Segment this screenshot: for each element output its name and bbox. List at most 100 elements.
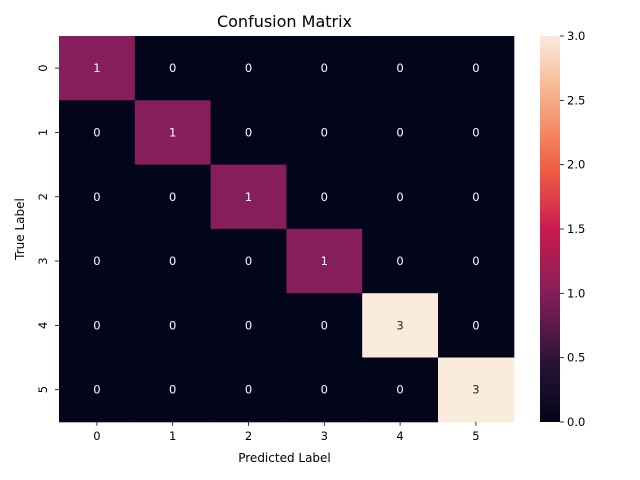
cell-label-2-1: 0 <box>169 190 176 204</box>
colorbar-tick-label-6: 3.0 <box>567 29 585 43</box>
cell-1-5 <box>438 100 515 166</box>
cell-label-4-0: 0 <box>93 318 100 332</box>
cell-label-5-5: 3 <box>472 383 479 397</box>
cell-2-1 <box>134 164 212 230</box>
cell-label-4-4: 3 <box>396 318 403 332</box>
x-tick-label-3: 3 <box>321 429 328 443</box>
colorbar-tick-label-2: 1.0 <box>567 286 585 300</box>
y-tick-label-3: 3 <box>36 257 50 264</box>
x-tick-label-1: 1 <box>169 429 176 443</box>
y-tick-label-4: 4 <box>36 322 50 329</box>
cell-label-2-0: 0 <box>93 190 100 204</box>
cell-label-1-4: 0 <box>396 125 403 139</box>
x-tick-label-0: 0 <box>93 429 100 443</box>
y-tick-label-2: 2 <box>36 193 50 200</box>
cell-label-2-4: 0 <box>396 190 403 204</box>
cell-label-4-5: 0 <box>472 318 479 332</box>
chart-title: Confusion Matrix <box>217 12 352 31</box>
cell-3-5 <box>438 228 515 294</box>
cell-2-0 <box>59 164 136 230</box>
cell-label-4-2: 0 <box>245 318 252 332</box>
cell-0-3 <box>286 36 363 101</box>
colorbar-tick-label-5: 2.5 <box>567 93 585 107</box>
cell-0-0 <box>59 36 136 101</box>
cell-0-4 <box>362 36 439 101</box>
cell-1-0 <box>59 100 136 166</box>
cell-4-0 <box>59 293 136 358</box>
x-tick-label-4: 4 <box>396 429 403 443</box>
cell-5-1 <box>134 357 212 423</box>
cell-label-5-3: 0 <box>321 383 328 397</box>
cell-label-3-5: 0 <box>472 254 479 268</box>
cell-label-1-5: 0 <box>472 125 479 139</box>
y-axis-ticks: 0 1 2 3 4 5 <box>36 64 59 393</box>
cell-5-3 <box>286 357 363 423</box>
cell-label-1-1: 1 <box>169 125 176 139</box>
cell-label-1-0: 0 <box>93 125 100 139</box>
cell-label-0-2: 0 <box>245 61 252 75</box>
cell-5-0 <box>59 357 136 423</box>
cell-label-2-5: 0 <box>472 190 479 204</box>
x-axis-label: Predicted Label <box>238 451 331 465</box>
colorbar-tick-label-0: 0.0 <box>567 415 585 429</box>
cell-1-2 <box>210 100 287 166</box>
cell-4-3 <box>286 293 363 358</box>
cell-4-4 <box>362 293 439 358</box>
cell-3-1 <box>134 228 212 294</box>
y-axis-label: True Label <box>13 198 27 261</box>
cell-2-2 <box>210 164 287 230</box>
cell-label-5-0: 0 <box>93 383 100 397</box>
cell-3-3 <box>286 228 363 294</box>
cell-5-5 <box>438 357 515 423</box>
cell-3-0 <box>59 228 136 294</box>
colorbar-tick-label-1: 0.5 <box>567 351 585 365</box>
cell-5-4 <box>362 357 439 423</box>
cell-0-1 <box>134 36 212 101</box>
cell-label-2-3: 0 <box>321 190 328 204</box>
cell-label-2-2: 1 <box>245 190 252 204</box>
y-tick-label-0: 0 <box>36 64 50 71</box>
colorbar-gradient <box>540 36 560 422</box>
cell-label-3-4: 0 <box>396 254 403 268</box>
cell-label-3-2: 0 <box>245 254 252 268</box>
y-tick-label-1: 1 <box>36 129 50 136</box>
colorbar-tick-label-3: 1.5 <box>567 222 585 236</box>
cell-2-4 <box>362 164 439 230</box>
cell-3-2 <box>210 228 287 294</box>
cell-label-0-0: 1 <box>93 61 100 75</box>
cell-0-2 <box>210 36 287 101</box>
colorbar-tick-label-4: 2.0 <box>567 158 585 172</box>
y-tick-label-5: 5 <box>36 386 50 393</box>
cell-label-0-1: 0 <box>169 61 176 75</box>
cell-label-3-1: 0 <box>169 254 176 268</box>
cell-label-1-3: 0 <box>321 125 328 139</box>
cell-4-1 <box>134 293 212 358</box>
cell-label-5-2: 0 <box>245 383 252 397</box>
cell-label-3-3: 1 <box>321 254 328 268</box>
cell-label-4-1: 0 <box>169 318 176 332</box>
cell-1-3 <box>286 100 363 166</box>
cell-label-3-0: 0 <box>93 254 100 268</box>
cell-4-5 <box>438 293 515 358</box>
cell-5-2 <box>210 357 287 423</box>
cell-label-4-3: 0 <box>321 318 328 332</box>
cell-label-5-1: 0 <box>169 383 176 397</box>
cell-label-0-5: 0 <box>472 61 479 75</box>
cell-label-0-3: 0 <box>321 61 328 75</box>
cell-2-3 <box>286 164 363 230</box>
colorbar: 0.0 0.5 1.0 1.5 2.0 2.5 3.0 <box>540 29 585 429</box>
cell-4-2 <box>210 293 287 358</box>
cell-1-1 <box>134 100 212 166</box>
cell-2-5 <box>438 164 515 230</box>
x-axis-ticks: 0 1 2 3 4 5 <box>93 421 480 443</box>
cell-1-4 <box>362 100 439 166</box>
cell-label-5-4: 0 <box>396 383 403 397</box>
x-tick-label-2: 2 <box>245 429 252 443</box>
x-tick-label-5: 5 <box>472 429 479 443</box>
cell-label-0-4: 0 <box>396 61 403 75</box>
cell-label-1-2: 0 <box>245 125 252 139</box>
cell-3-4 <box>362 228 439 294</box>
heatmap-cells: 1 0 0 0 0 0 0 1 0 0 0 0 0 0 1 0 0 0 0 0 0 1 0 0 0 0 0 0 3 0 0 0 0 0 0 3 <box>59 36 515 423</box>
cell-0-5 <box>438 36 515 101</box>
